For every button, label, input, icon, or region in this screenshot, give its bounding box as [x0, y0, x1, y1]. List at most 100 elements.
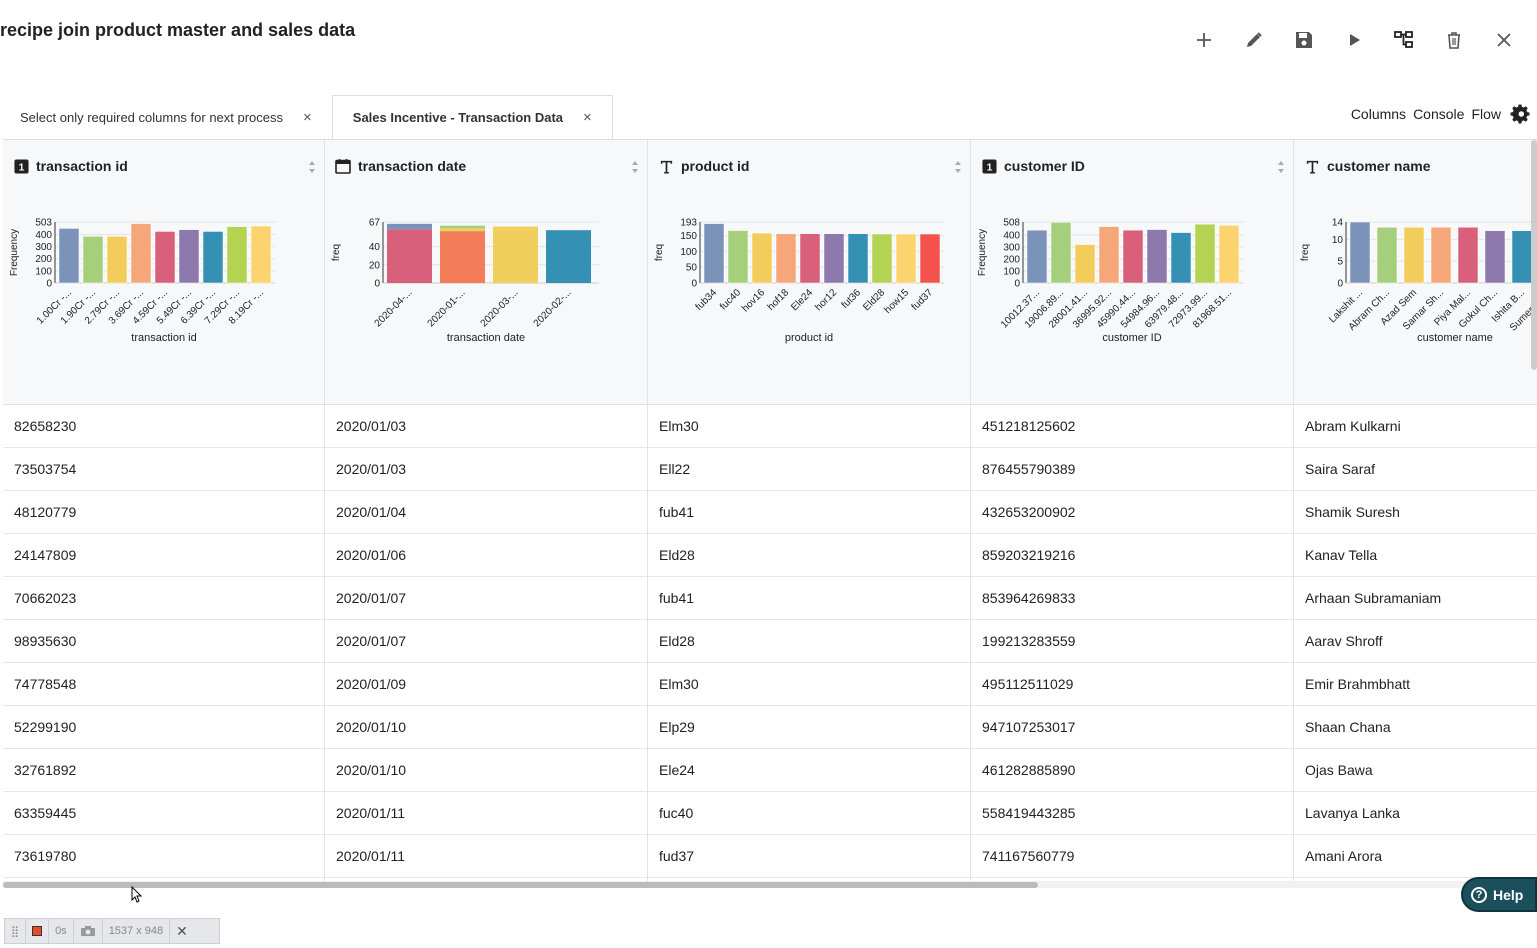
chart-bar[interactable]: [799, 233, 821, 284]
table-cell[interactable]: Arhaan Subramaniam: [1294, 577, 1537, 620]
console-link[interactable]: Console: [1413, 106, 1465, 122]
chart-bar[interactable]: [727, 230, 749, 284]
gear-icon[interactable]: [1509, 103, 1531, 125]
columns-link[interactable]: Columns: [1350, 106, 1407, 122]
chart-bar-segment[interactable]: [440, 228, 485, 232]
table-cell[interactable]: fuc40: [648, 792, 970, 835]
table-cell[interactable]: 2020/01/07: [325, 577, 647, 620]
table-cell[interactable]: Emir Brahmbhatt: [1294, 663, 1537, 706]
table-cell[interactable]: Abram Kulkarni: [1294, 405, 1537, 448]
table-cell[interactable]: Lavanya Lanka: [1294, 792, 1537, 835]
table-cell[interactable]: 741167560779: [971, 835, 1293, 878]
table-cell[interactable]: 461282885890: [971, 749, 1293, 792]
table-cell[interactable]: Kanav Tella: [1294, 534, 1537, 577]
chart-bar[interactable]: [919, 233, 941, 284]
chart-bar[interactable]: [703, 223, 725, 284]
chart-bar[interactable]: [1403, 226, 1425, 284]
close-button[interactable]: [1479, 25, 1529, 55]
table-cell[interactable]: 82658230: [3, 405, 324, 448]
chart-bar[interactable]: [154, 231, 176, 284]
run-button[interactable]: [1329, 25, 1379, 55]
table-cell[interactable]: Ele24: [648, 749, 970, 792]
horizontal-scrollbar[interactable]: [3, 882, 1038, 888]
table-cell[interactable]: 495112511029: [971, 663, 1293, 706]
sort-icon[interactable]: [954, 160, 962, 174]
table-cell[interactable]: Amani Arora: [1294, 835, 1537, 878]
add-button[interactable]: [1179, 25, 1229, 55]
vertical-scrollbar[interactable]: [1531, 140, 1537, 370]
table-cell[interactable]: fub41: [648, 577, 970, 620]
table-cell[interactable]: 2020/01/09: [325, 663, 647, 706]
record-icon[interactable]: [26, 919, 50, 943]
column-title[interactable]: 1 customer ID: [981, 158, 1085, 174]
table-cell[interactable]: 2020/01/11: [325, 835, 647, 878]
table-cell[interactable]: Elm30: [648, 663, 970, 706]
column-header[interactable]: product id 0 50 100 150 193 fub34 fuc40 hov16 hof…: [648, 140, 970, 405]
edit-button[interactable]: [1229, 25, 1279, 55]
table-cell[interactable]: 73503754: [3, 448, 324, 491]
chart-bar[interactable]: [1098, 226, 1120, 284]
table-cell[interactable]: 947107253017: [971, 706, 1293, 749]
chart-bar[interactable]: [871, 233, 893, 284]
chart-bar[interactable]: [847, 233, 869, 284]
tab-select-columns[interactable]: Select only required columns for next pr…: [0, 95, 332, 139]
chart-bar[interactable]: [202, 231, 224, 284]
chart-bar[interactable]: [1457, 226, 1479, 284]
sort-icon[interactable]: [631, 160, 639, 174]
chart-bar[interactable]: [1050, 222, 1072, 284]
chart-bar[interactable]: [823, 233, 845, 284]
table-cell[interactable]: 432653200902: [971, 491, 1293, 534]
column-header[interactable]: transaction date 0 20 40 67 2020-04-... 2020-0…: [325, 140, 647, 405]
table-cell[interactable]: Shamik Suresh: [1294, 491, 1537, 534]
delete-button[interactable]: [1429, 25, 1479, 55]
table-cell[interactable]: Elm30: [648, 405, 970, 448]
close-tab-icon[interactable]: ×: [303, 108, 312, 126]
chart-bar[interactable]: [1376, 226, 1398, 284]
chart-bar[interactable]: [1122, 229, 1144, 284]
table-cell[interactable]: 2020/01/06: [325, 534, 647, 577]
table-cell[interactable]: Eld28: [648, 534, 970, 577]
table-cell[interactable]: 853964269833: [971, 577, 1293, 620]
table-cell[interactable]: 2020/01/10: [325, 749, 647, 792]
table-cell[interactable]: 52299190: [3, 706, 324, 749]
table-cell[interactable]: 32761892: [3, 749, 324, 792]
chart-bar[interactable]: [1511, 230, 1533, 284]
chart-bar-segment[interactable]: [440, 231, 485, 283]
table-cell[interactable]: 199213283559: [971, 620, 1293, 663]
close-tab-icon[interactable]: ×: [583, 108, 592, 126]
chart-bar[interactable]: [226, 226, 248, 284]
table-cell[interactable]: 24147809: [3, 534, 324, 577]
chart-bar[interactable]: [82, 236, 104, 284]
camera-icon[interactable]: [74, 919, 103, 943]
chart-bar[interactable]: [106, 236, 128, 284]
table-cell[interactable]: Saira Saraf: [1294, 448, 1537, 491]
chart-bar[interactable]: [1349, 221, 1371, 284]
sort-icon[interactable]: [1277, 160, 1285, 174]
table-cell[interactable]: 98935630: [3, 620, 324, 663]
chart-bar-segment[interactable]: [387, 229, 432, 283]
chart-bar[interactable]: [1194, 223, 1216, 284]
chart-bar[interactable]: [751, 232, 773, 284]
table-cell[interactable]: Eld28: [648, 620, 970, 663]
tab-sales-incentive[interactable]: Sales Incentive - Transaction Data ×: [331, 95, 613, 139]
column-header[interactable]: 1 transaction id 0 100 200 300 400 503 1.00Cr -.…: [3, 140, 324, 405]
help-button[interactable]: ? Help: [1461, 877, 1537, 912]
drag-handle-icon[interactable]: ⣿: [5, 919, 27, 943]
chart-bar[interactable]: [178, 229, 200, 284]
chart-bar[interactable]: [775, 233, 797, 284]
chart-bar[interactable]: [1170, 232, 1192, 284]
table-cell[interactable]: Aarav Shroff: [1294, 620, 1537, 663]
table-cell[interactable]: Ell22: [648, 448, 970, 491]
table-cell[interactable]: Elp29: [648, 706, 970, 749]
chart-bar[interactable]: [1146, 229, 1168, 284]
chart-bar[interactable]: [895, 233, 917, 284]
table-cell[interactable]: 859203219216: [971, 534, 1293, 577]
chart-bar-segment[interactable]: [493, 226, 538, 283]
chart-bar-segment[interactable]: [440, 225, 485, 229]
chart-bar[interactable]: [58, 228, 80, 284]
table-cell[interactable]: Shaan Chana: [1294, 706, 1537, 749]
table-cell[interactable]: 2020/01/07: [325, 620, 647, 663]
column-header[interactable]: 1 customer ID 0 100 200 300 400 508 10012.37... 1…: [971, 140, 1293, 405]
column-title[interactable]: product id: [658, 158, 749, 174]
chart-bar[interactable]: [130, 223, 152, 284]
